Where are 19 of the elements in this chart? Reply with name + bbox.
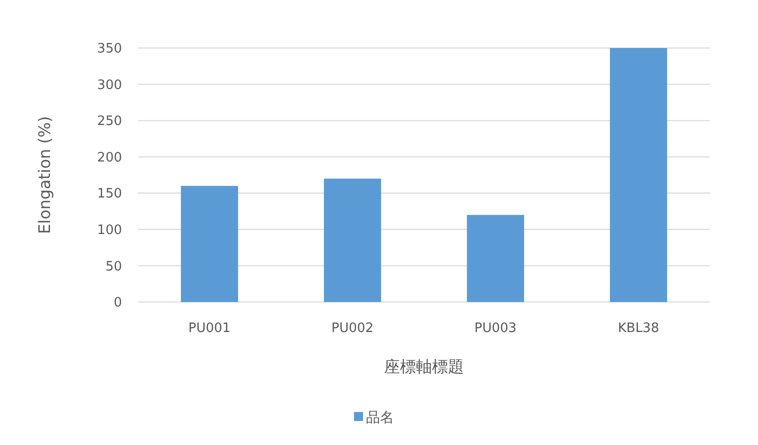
x-tick-label: KBL38 xyxy=(618,321,660,336)
x-tick-label: PU002 xyxy=(331,321,374,336)
y-tick-label: 200 xyxy=(97,150,122,166)
bar xyxy=(180,186,238,302)
bar xyxy=(324,178,382,302)
x-tick-label: PU003 xyxy=(474,321,517,336)
y-axis-title: Elongation (%) xyxy=(35,116,54,234)
y-tick-label: 150 xyxy=(97,186,122,202)
x-axis-title: 座標軸標題 xyxy=(384,357,464,376)
y-tick-label: 250 xyxy=(97,114,122,130)
x-tick-label: PU001 xyxy=(188,321,231,336)
y-tick-label: 350 xyxy=(97,42,122,57)
bar xyxy=(466,214,524,302)
bar xyxy=(610,48,668,302)
y-tick-label: 100 xyxy=(97,222,122,238)
y-tick-label: 0 xyxy=(114,296,122,311)
legend-label: 品名 xyxy=(366,410,394,426)
y-tick-label: 300 xyxy=(97,78,122,93)
y-tick-label: 50 xyxy=(105,259,122,274)
